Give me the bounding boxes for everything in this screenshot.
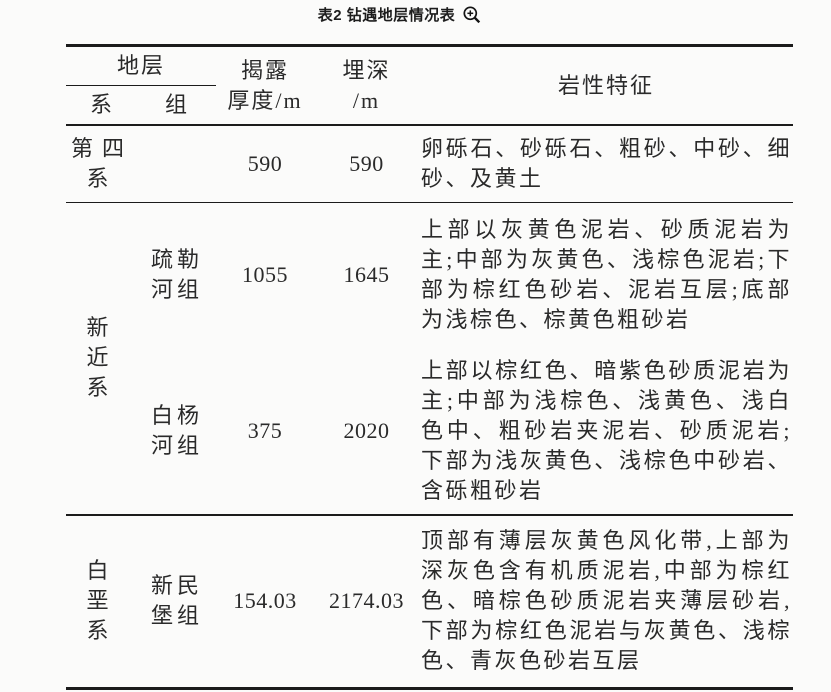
- cell-depth-baiyanghe: 2020: [314, 347, 420, 516]
- table-caption: 表2 钻遇地层情况表: [317, 7, 456, 24]
- table-row-baiyanghe: 白杨 河组 375 2020 上部以棕红色、暗紫色砂质泥岩为主;中部为浅棕色、浅…: [66, 347, 794, 516]
- cell-lithology-shulehe: 上部以灰黄色泥岩、砂质泥岩为主;中部为灰黄色、浅棕色泥岩;下部为棕红色砂岩、泥岩…: [421, 217, 793, 333]
- header-thickness: 揭露 厚度/m: [216, 45, 315, 126]
- header-lithology: 岩性特征: [419, 45, 794, 126]
- table-row-quaternary: 第四 系 590 590 卵砾石、砂砾石、粗砂、中砂、细砂、及黄土: [66, 125, 794, 203]
- header-depth: 埋深 /m: [314, 45, 420, 126]
- cell-lithology-baiyanghe: 上部以棕红色、暗紫色砂质泥岩为主;中部为浅棕色、浅黄色、浅白色中、粗砂岩夹泥岩、…: [419, 347, 794, 516]
- cell-depth-xinminbao: 2174.03: [329, 588, 405, 614]
- cell-system-cretaceous: 白 垩 系: [86, 558, 118, 644]
- cell-lithology-xinminbao: 顶部有薄层灰黄色风化带,上部为深灰色含有机质泥岩,中部为棕红色、暗棕色砂质泥岩夹…: [421, 528, 793, 674]
- strata-table: 地层 揭露 厚度/m 埋深 /m 岩性特征 系 组 第四 系 590 590 卵…: [66, 44, 794, 690]
- cell-system-neogene: 新 近 系: [66, 202, 138, 516]
- header-formation: 组: [138, 85, 217, 126]
- cell-thickness-baiyanghe: 375: [216, 347, 315, 516]
- table-row-shulehe: 新 近 系 疏勒 河组 1055 1645 上部以灰黄色泥岩、砂质泥岩为主;中部…: [66, 202, 793, 516]
- header-row-1: 地层 揭露 厚度/m 埋深 /m 岩性特征: [66, 45, 794, 126]
- cell-thickness-shulehe: 1055: [242, 262, 289, 288]
- cell-formation-xinminbao: 新民 堡组: [151, 573, 204, 629]
- header-strata: 地层: [66, 45, 217, 86]
- cell-formation-quaternary: [138, 125, 217, 203]
- cell-thickness-quaternary: 590: [216, 125, 315, 203]
- header-system: 系: [66, 85, 138, 126]
- cell-depth-shulehe: 1645: [343, 262, 390, 288]
- cell-formation-baiyanghe: 白杨 河组: [138, 347, 217, 516]
- cell-thickness-xinminbao: 154.03: [233, 588, 297, 614]
- cell-depth-quaternary: 590: [314, 125, 420, 203]
- cell-lithology-quaternary: 卵砾石、砂砾石、粗砂、中砂、细砂、及黄土: [419, 125, 794, 203]
- zoom-in-icon[interactable]: [462, 5, 482, 25]
- header-row-2: 系 组: [66, 85, 793, 126]
- cell-system-quaternary: 第四 系: [66, 125, 138, 203]
- table-row-cretaceous: 白 垩 系 新民 堡组 154.03 2174.03 顶部有薄层灰黄色风化带,上…: [66, 515, 793, 689]
- table-caption-row: 表2 钻遇地层情况表: [0, 4, 800, 25]
- cell-formation-shulehe: 疏勒 河组: [151, 247, 204, 303]
